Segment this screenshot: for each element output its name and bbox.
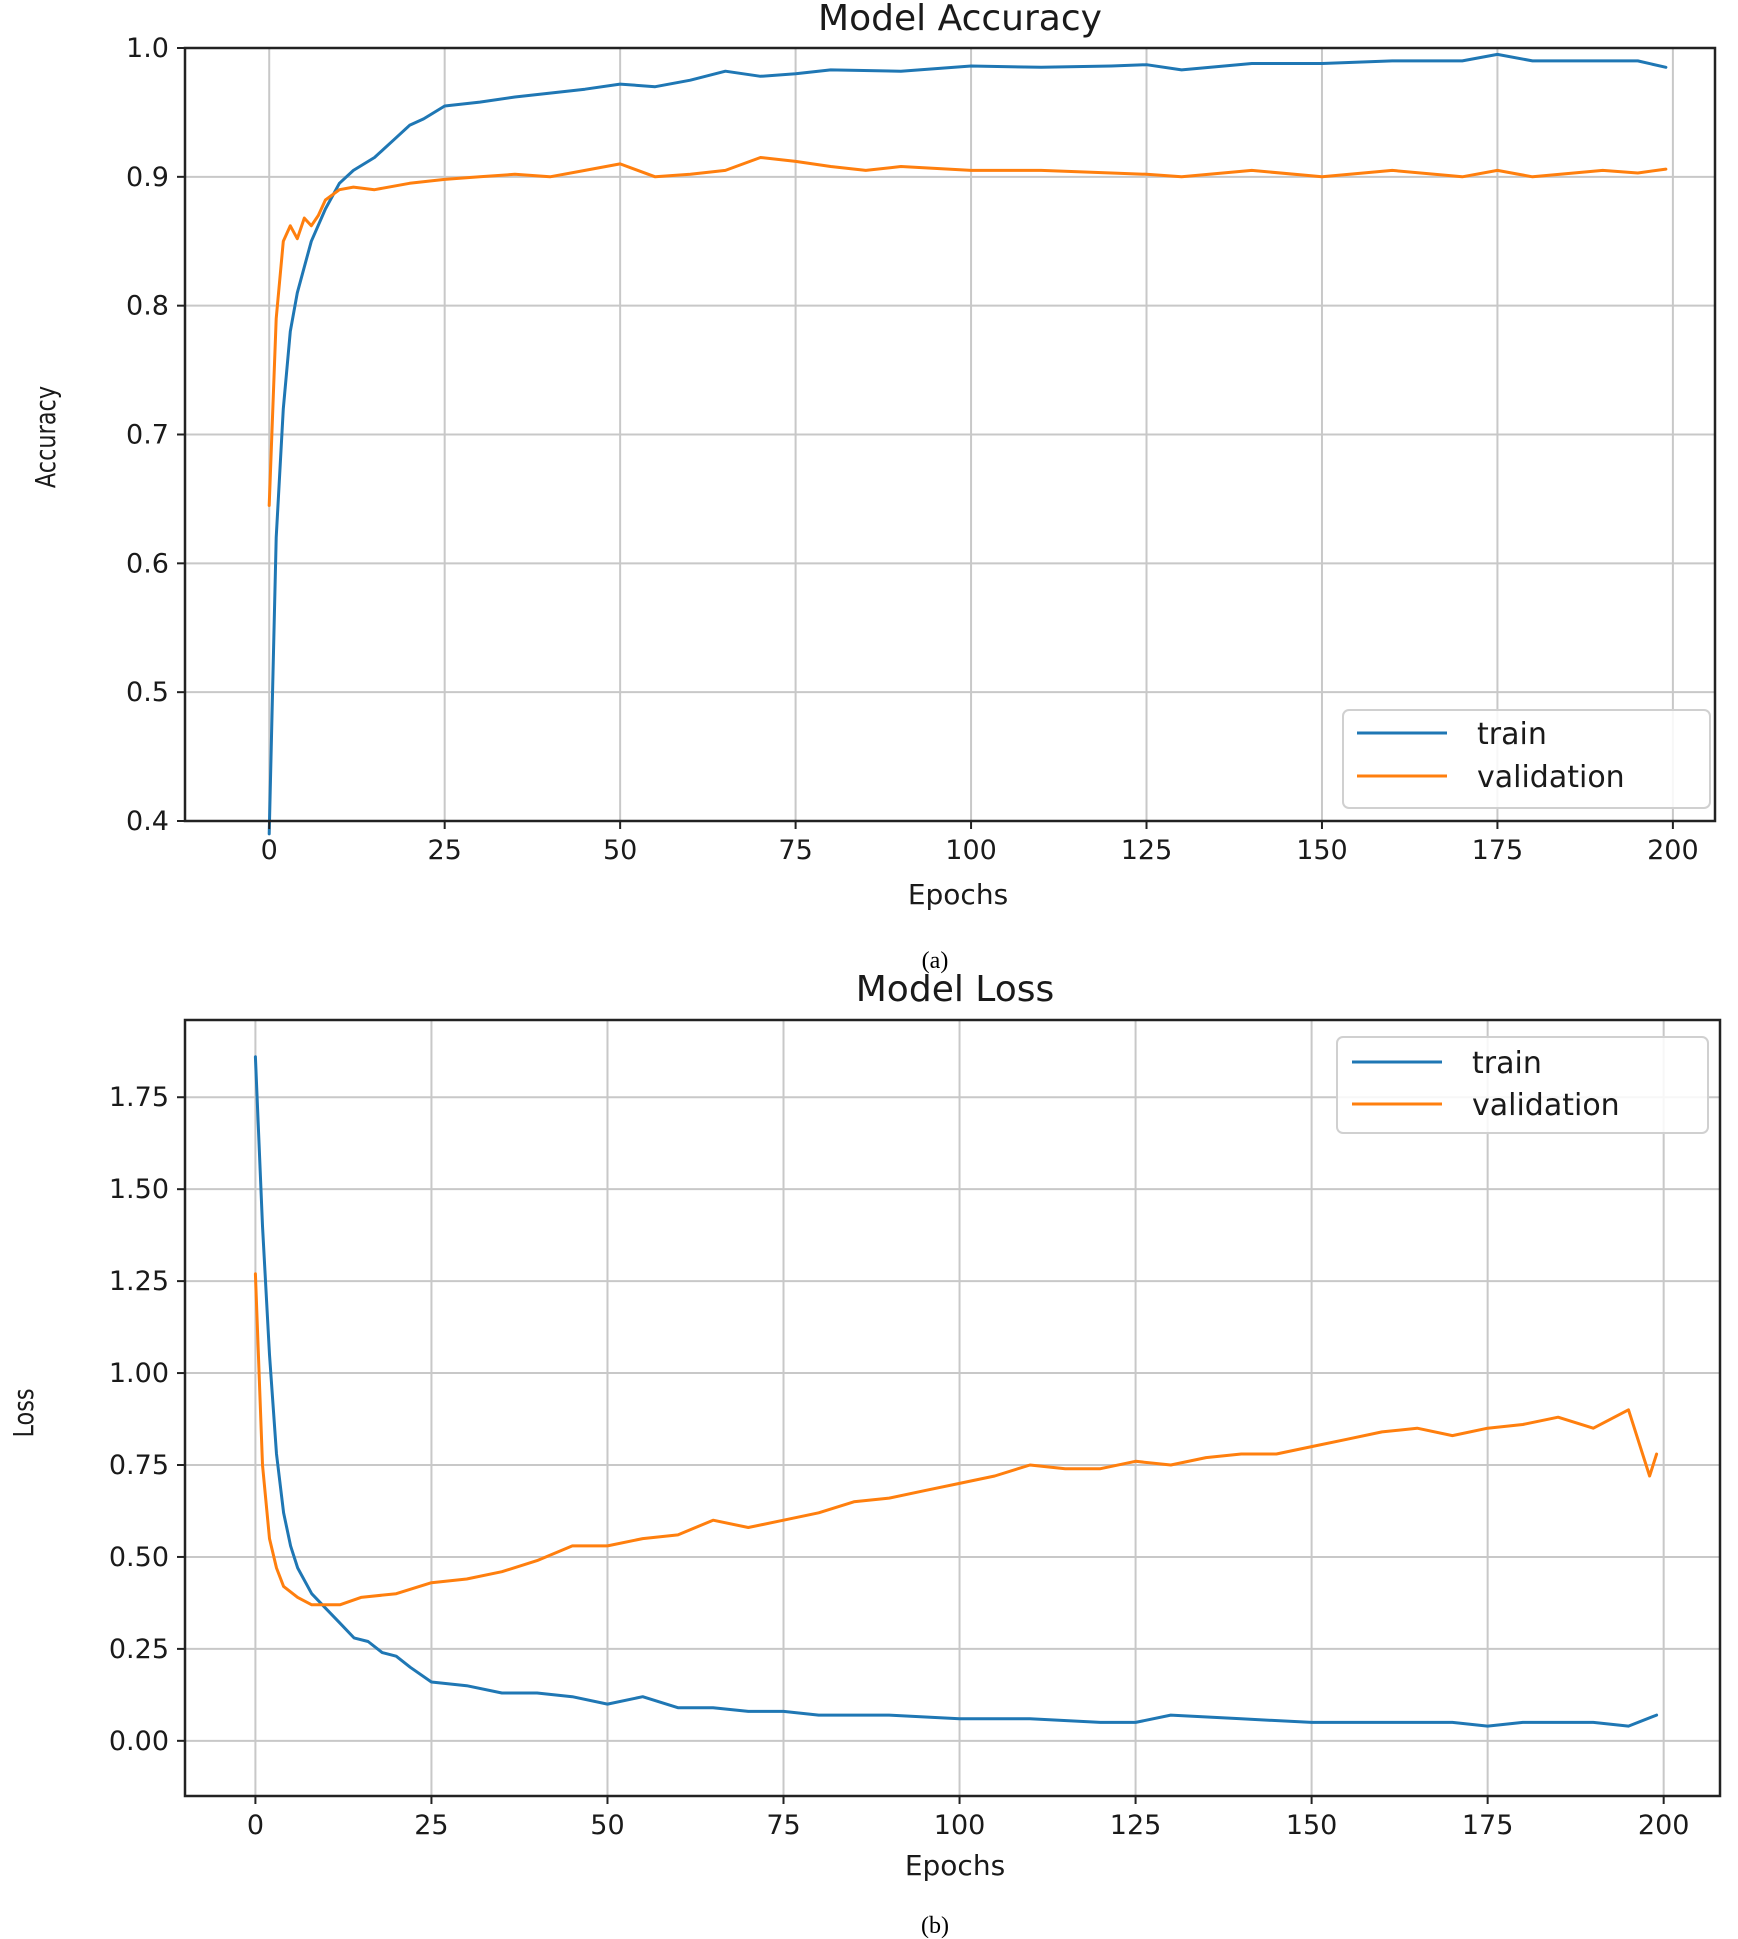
accuracy-y-tick-label: 0.6 xyxy=(126,548,169,579)
accuracy-y-tick-label: 0.4 xyxy=(126,806,169,837)
accuracy-x-tick-label: 50 xyxy=(603,835,637,866)
accuracy-x-tick-label: 0 xyxy=(261,835,278,866)
loss-caption: (b) xyxy=(921,1913,949,1939)
loss-ticks: 0 25 50 75 100 125 150 175 200 0.00 0.25 0.50 0.75 1.… xyxy=(109,1082,1690,1841)
accuracy-validation-line xyxy=(267,156,1668,507)
loss-x-label: Epochs xyxy=(905,1849,1005,1882)
loss-x-tick-label: 0 xyxy=(247,1810,264,1841)
accuracy-legend-train-label: train xyxy=(1477,717,1547,752)
loss-x-tick-label: 75 xyxy=(766,1810,800,1841)
loss-legend-train-label: train xyxy=(1472,1046,1542,1081)
accuracy-y-tick-label: 0.5 xyxy=(126,677,169,708)
accuracy-title: Model Accuracy xyxy=(818,0,1102,39)
accuracy-series xyxy=(267,52,1668,836)
loss-y-tick-label: 1.00 xyxy=(109,1358,169,1389)
accuracy-legend: train validation xyxy=(1342,709,1711,809)
loss-x-tick-label: 150 xyxy=(1286,1810,1338,1841)
accuracy-x-tick-label: 100 xyxy=(945,835,997,866)
accuracy-grid xyxy=(185,47,1715,822)
loss-x-tick-label: 125 xyxy=(1110,1810,1162,1841)
loss-x-tick-label: 50 xyxy=(590,1810,624,1841)
accuracy-ticks: 0 25 50 75 100 125 150 175 200 0.4 0.5 0.6 0.7 0.8 0.9… xyxy=(126,33,1699,866)
loss-x-tick-label: 25 xyxy=(414,1810,448,1841)
accuracy-x-label: Epochs xyxy=(908,878,1008,911)
loss-legend-validation-label: validation xyxy=(1472,1088,1620,1123)
accuracy-x-tick-label: 75 xyxy=(778,835,812,866)
loss-train-line xyxy=(253,1055,1659,1728)
loss-y-tick-label: 0.50 xyxy=(109,1542,169,1573)
accuracy-x-tick-label: 200 xyxy=(1647,835,1699,866)
loss-y-tick-label: 1.75 xyxy=(109,1082,169,1113)
loss-x-tick-label: 100 xyxy=(934,1810,986,1841)
accuracy-caption: (a) xyxy=(922,948,949,974)
loss-validation-line xyxy=(253,1272,1659,1607)
loss-series xyxy=(253,1055,1659,1728)
accuracy-x-tick-label: 175 xyxy=(1472,835,1524,866)
loss-title: Model Loss xyxy=(856,969,1055,1010)
loss-y-tick-label: 0.00 xyxy=(109,1726,169,1757)
loss-y-tick-label: 0.75 xyxy=(109,1450,169,1481)
loss-chart: 0 25 50 75 100 125 150 175 200 0.00 0.25 0.50 0.75 1.… xyxy=(6,969,1722,1939)
loss-plot-frame xyxy=(183,1018,1722,1798)
loss-grid xyxy=(185,1020,1720,1796)
accuracy-y-tick-label: 1.0 xyxy=(126,33,169,64)
loss-y-tick-label: 1.50 xyxy=(109,1174,169,1205)
accuracy-y-tick-label: 0.7 xyxy=(126,420,169,451)
accuracy-x-tick-label: 125 xyxy=(1121,835,1173,866)
accuracy-y-tick-label: 0.9 xyxy=(126,162,169,193)
loss-x-tick-label: 200 xyxy=(1638,1810,1690,1841)
loss-legend: train validation xyxy=(1336,1036,1709,1134)
accuracy-train-line xyxy=(267,52,1668,836)
loss-y-label: Loss xyxy=(6,1388,39,1437)
accuracy-x-tick-label: 25 xyxy=(427,835,461,866)
loss-x-tick-label: 175 xyxy=(1462,1810,1514,1841)
accuracy-legend-validation-label: validation xyxy=(1477,760,1625,795)
accuracy-y-tick-label: 0.8 xyxy=(126,291,169,322)
loss-y-tick-label: 1.25 xyxy=(109,1266,169,1297)
accuracy-chart: 0 25 50 75 100 125 150 175 200 0.4 0.5 0.6 0.7 0.8 0.9… xyxy=(28,0,1717,974)
loss-y-tick-label: 0.25 xyxy=(109,1634,169,1665)
accuracy-x-tick-label: 150 xyxy=(1296,835,1348,866)
accuracy-y-label: Accuracy xyxy=(28,386,61,488)
